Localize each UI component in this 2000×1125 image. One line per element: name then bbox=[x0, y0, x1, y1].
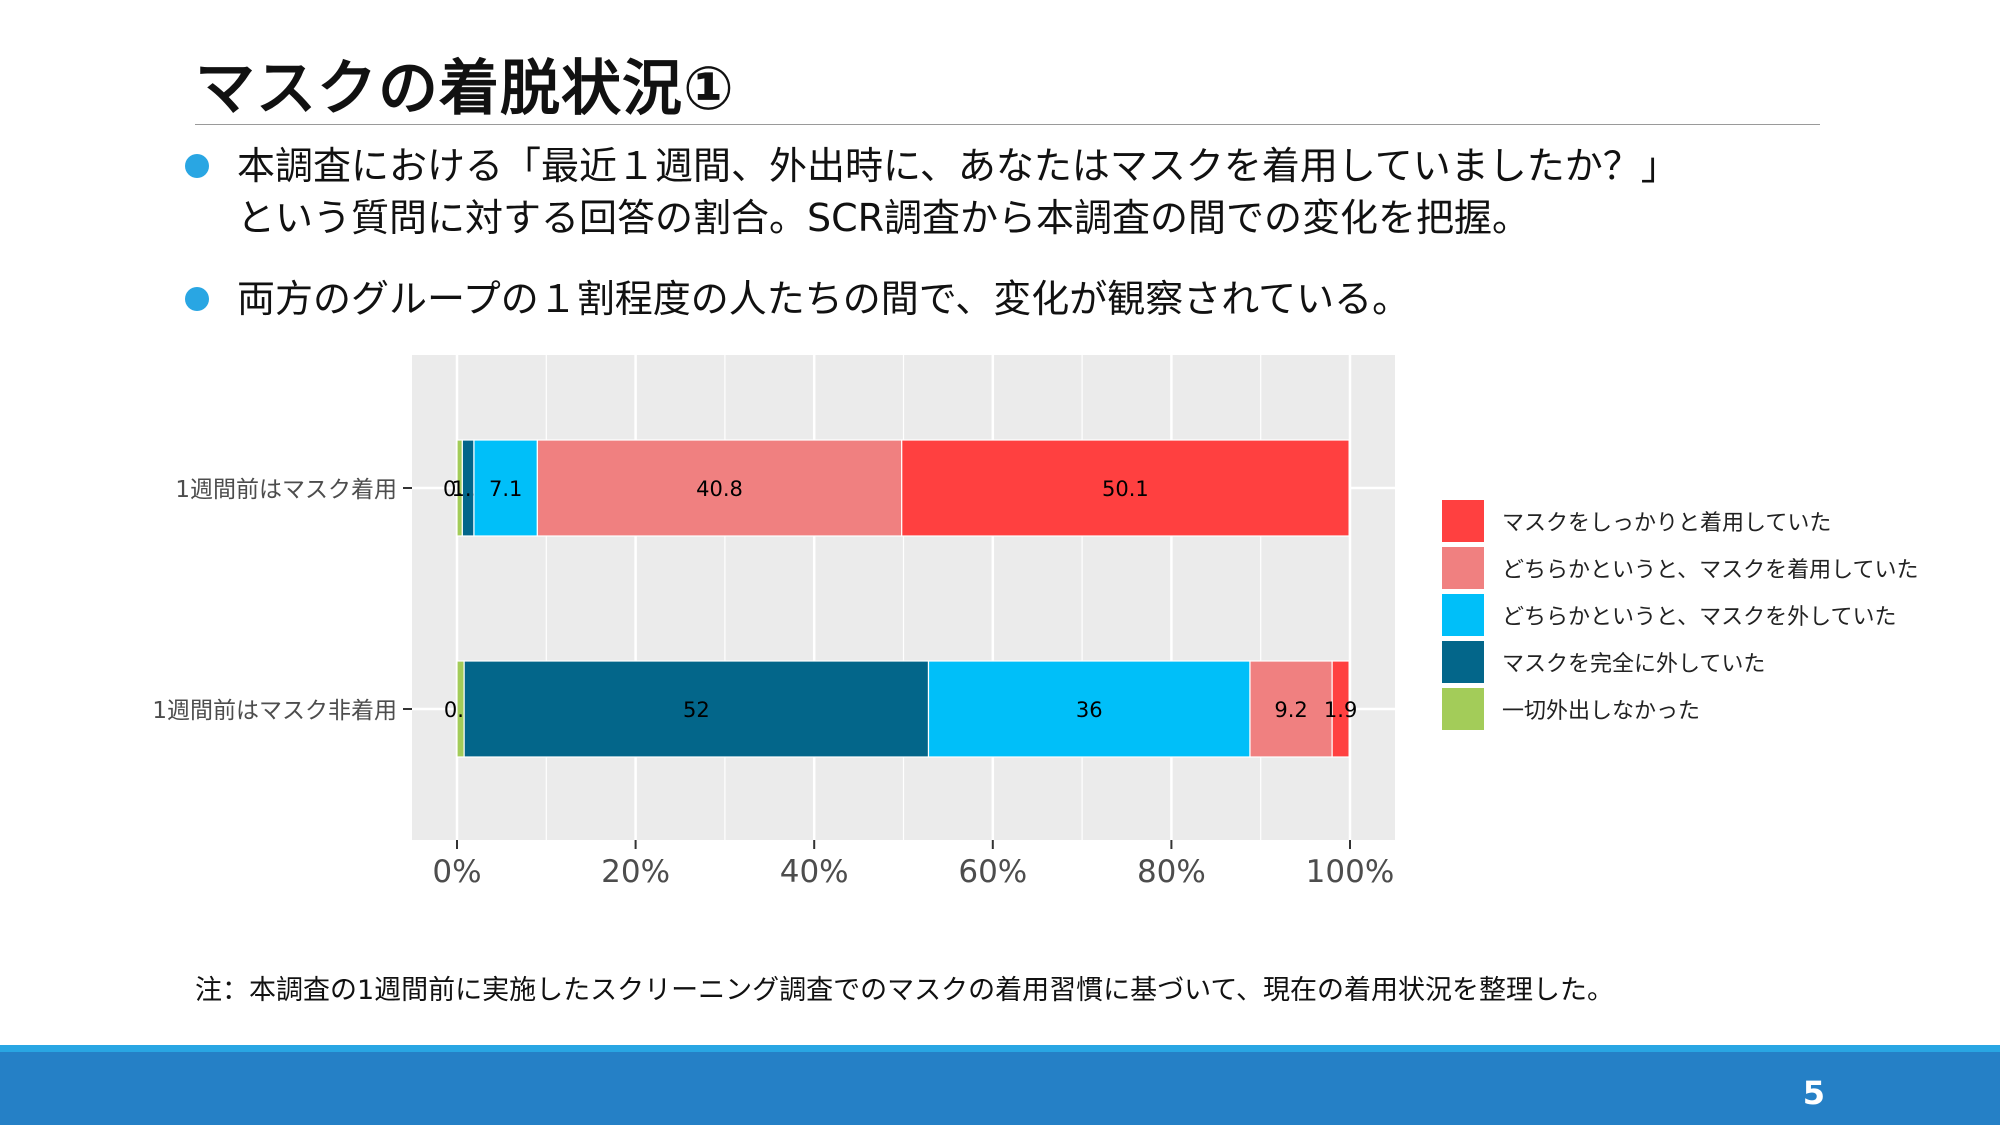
bar-segment bbox=[536, 439, 903, 537]
legend-label: どちらかというと、マスクを着用していた bbox=[1502, 558, 1918, 583]
title-divider bbox=[195, 124, 1820, 125]
bullet-line: 両方のグループの１割程度の人たちの間で、変化が観察されている。 bbox=[237, 277, 1411, 321]
bar-segment bbox=[463, 660, 930, 758]
bullet-dot-icon bbox=[185, 154, 209, 178]
legend-label: マスクをしっかりと着用していた bbox=[1502, 511, 1831, 536]
page-number: 5 bbox=[1802, 1074, 1825, 1112]
data-label: 7.1 bbox=[489, 477, 522, 501]
data-label: 40.8 bbox=[696, 477, 743, 501]
legend-key bbox=[1442, 688, 1484, 730]
bar-segment bbox=[1331, 660, 1350, 758]
data-label: 9.2 bbox=[1274, 698, 1307, 722]
data-label: 50.1 bbox=[1102, 477, 1149, 501]
bullet-item-2: 両方のグループの１割程度の人たちの間で、変化が観察されている。 bbox=[185, 273, 1835, 325]
bullet-line: 本調査における「最近１週間、外出時に、あなたはマスクを着用していましたか？」 bbox=[237, 144, 1679, 188]
legend-key bbox=[1442, 547, 1484, 589]
x-tick-label: 40% bbox=[780, 854, 849, 890]
bullet-line: という質問に対する回答の割合。SCR調査から本調査の間での変化を把握。 bbox=[237, 196, 1531, 240]
data-label: 52 bbox=[683, 698, 710, 722]
data-label: 36 bbox=[1076, 698, 1103, 722]
legend-label: どちらかというと、マスクを外していた bbox=[1502, 605, 1896, 630]
bar-segment bbox=[473, 439, 538, 537]
slide-title: マスクの着脱状況① bbox=[195, 54, 735, 124]
category-label: 1週間前はマスク非着用 bbox=[152, 698, 397, 724]
bullet-item-1: 本調査における「最近１週間、外出時に、あなたはマスクを着用していましたか？」 と… bbox=[185, 140, 1835, 244]
x-tick-label: 20% bbox=[601, 854, 670, 890]
legend-key bbox=[1442, 641, 1484, 683]
bullet-dot-icon bbox=[185, 287, 209, 311]
legend-key bbox=[1442, 594, 1484, 636]
x-tick-label: 100% bbox=[1306, 854, 1395, 890]
x-tick-label: 80% bbox=[1137, 854, 1206, 890]
data-label: 1.9 bbox=[1324, 698, 1357, 722]
footnote: 注：本調査の1週間前に実施したスクリーニング調査でのマスクの着用習慣に基づいて、… bbox=[195, 975, 1615, 1006]
footer-bar: 5 bbox=[0, 1045, 2000, 1125]
x-tick-label: 0% bbox=[432, 854, 481, 890]
category-label: 1週間前はマスク着用 bbox=[175, 477, 397, 503]
legend-key bbox=[1442, 500, 1484, 542]
x-tick-label: 60% bbox=[958, 854, 1027, 890]
legend-label: マスクを完全に外していた bbox=[1502, 652, 1765, 677]
bar-segment bbox=[901, 439, 1350, 537]
legend-label: 一切外出しなかった bbox=[1502, 699, 1700, 724]
